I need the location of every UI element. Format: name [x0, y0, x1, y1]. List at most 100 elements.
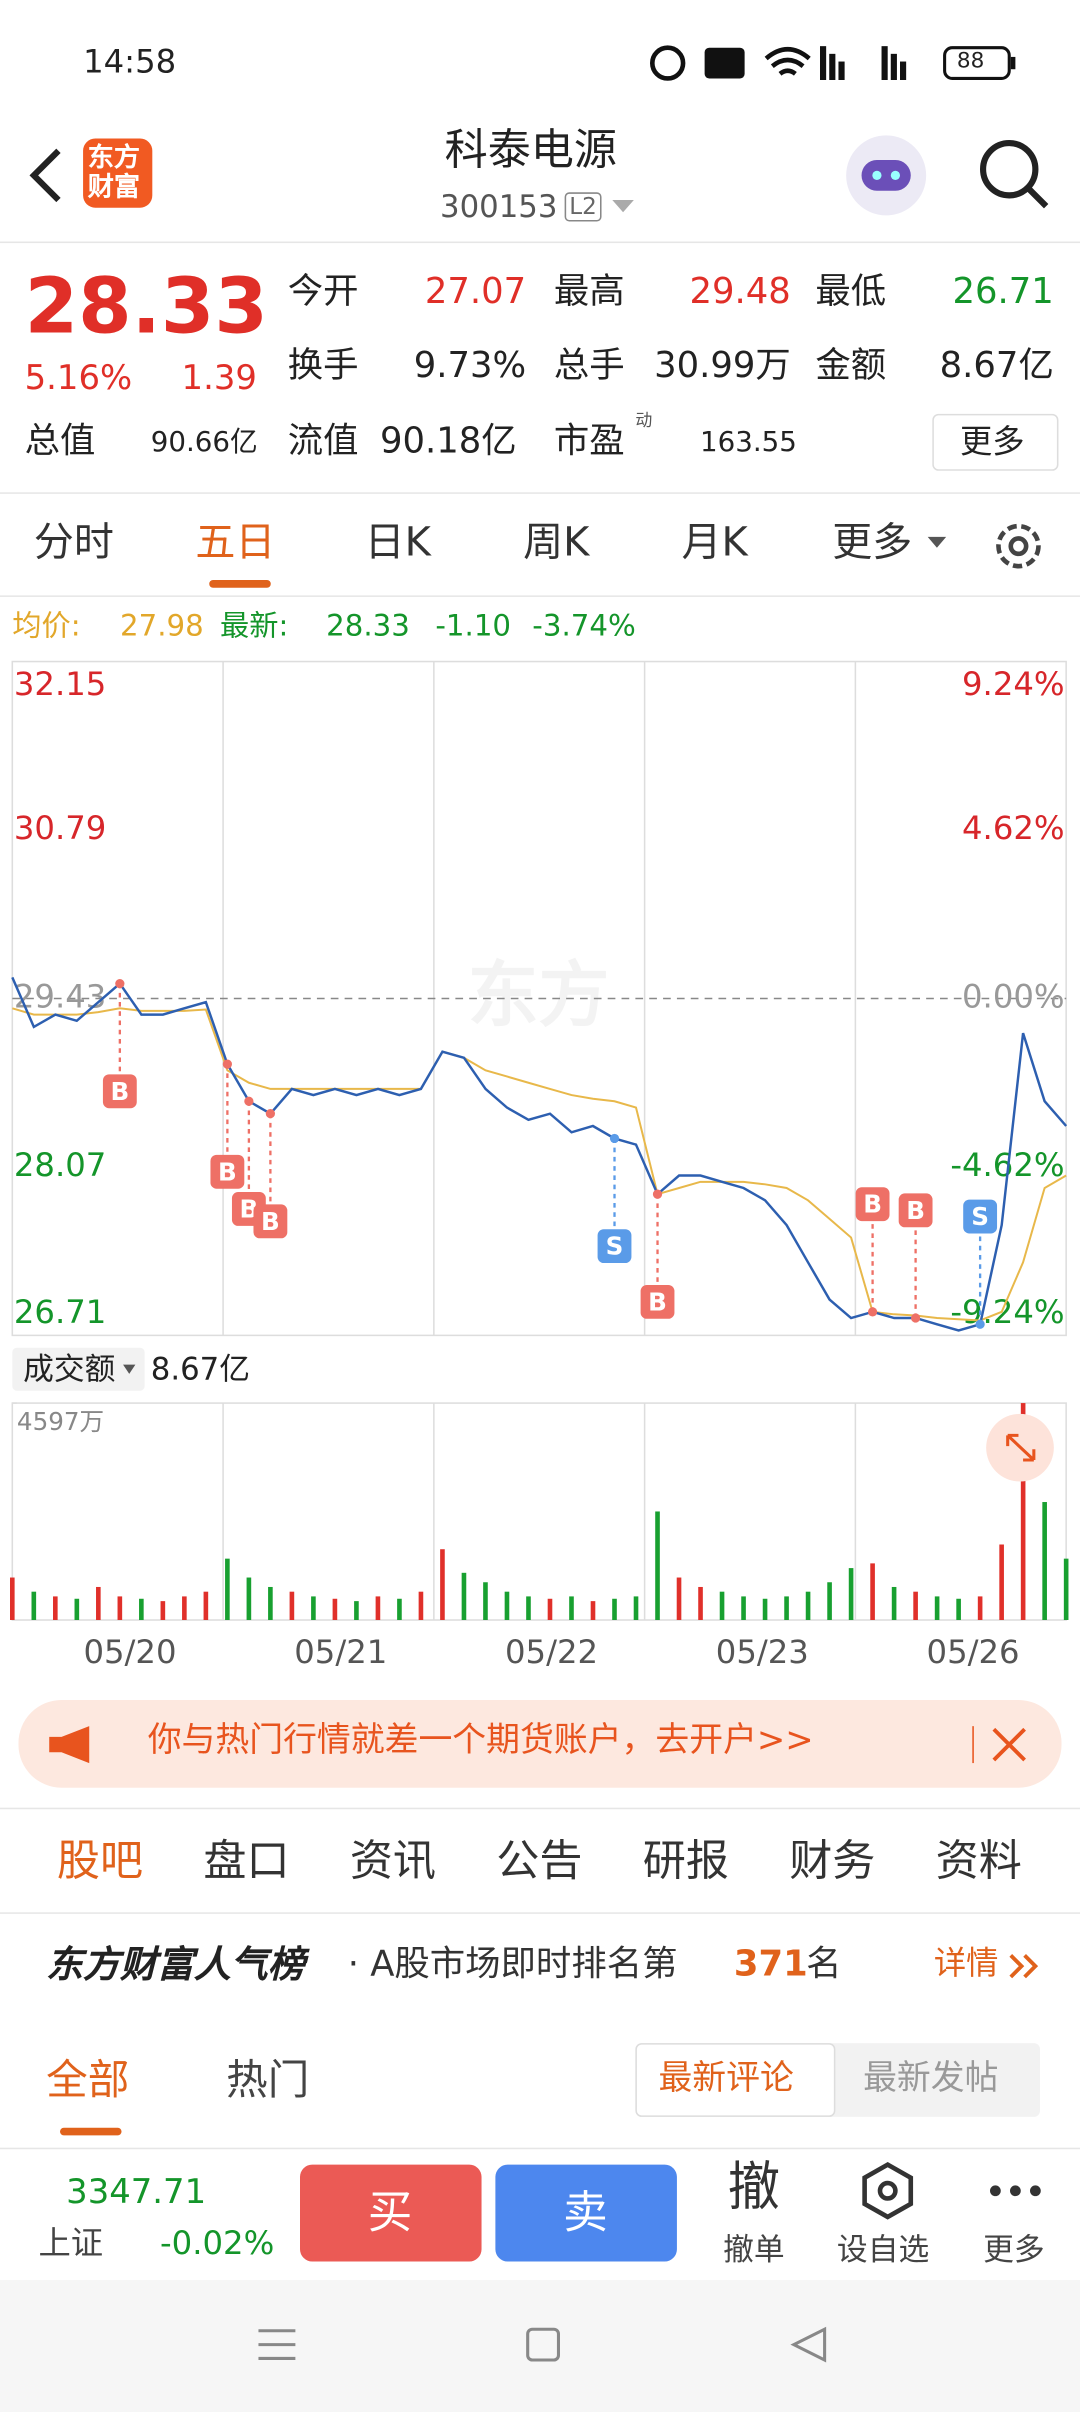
stat-value: 30.99万 [654, 346, 791, 387]
volume-bar [655, 1511, 660, 1621]
feed-tab[interactable]: 热门 [226, 2056, 310, 2105]
buy-button[interactable]: 买 [300, 2164, 482, 2262]
section-tab[interactable]: 资讯 [349, 1835, 437, 1887]
nav-buttons[interactable] [255, 2323, 840, 2369]
cancel-label[interactable]: 撤单 [723, 2230, 785, 2268]
divider [0, 241, 1080, 244]
buy-text[interactable]: 买 [367, 2186, 413, 2239]
volume-bar [719, 1591, 725, 1621]
volume-bar [117, 1596, 123, 1621]
volume-bar [268, 1586, 273, 1621]
trade-marker-point [609, 1133, 620, 1144]
change-amount: 1.39 [181, 360, 257, 399]
volume-bar [483, 1582, 488, 1621]
volume-bar [332, 1598, 338, 1621]
volume-bar [569, 1596, 574, 1621]
search-button[interactable] [975, 135, 1052, 212]
sell-button[interactable]: 卖 [495, 2164, 677, 2262]
volume-bar [1020, 1403, 1026, 1621]
trade-marker-point [652, 1189, 663, 1199]
trade-marker-point [867, 1307, 878, 1317]
volume-bar [1063, 1558, 1069, 1621]
trade-bar: 3347.71 上证 -0.02% 买 卖 撤 撤单 设自选 更多 [0, 2147, 1080, 2282]
volume-bar [139, 1598, 144, 1621]
tab-indicator [209, 580, 271, 588]
price-line [12, 1007, 1067, 1322]
trade-marker-label: B [906, 1196, 925, 1225]
back-button[interactable] [22, 145, 68, 207]
status-time: 14:58 [83, 43, 177, 81]
feed-tab[interactable]: 全部 [46, 2056, 130, 2105]
stat-label: 市盈 [553, 421, 625, 462]
chart-tab[interactable]: 分时 [33, 520, 114, 567]
volume-bar [891, 1586, 897, 1621]
y-tick-label: 28.07 [14, 1146, 106, 1184]
trade-marker-label: S [606, 1232, 624, 1261]
stat-value: 163.55 [700, 426, 797, 459]
volume-bar [225, 1558, 230, 1621]
rank-detail[interactable]: 详情 [933, 1944, 999, 1982]
expand-icon [1006, 1433, 1036, 1462]
dropdown-icon[interactable] [609, 197, 637, 215]
cancel-icon[interactable]: 撤 [727, 2156, 781, 2219]
trade-marker-label: B [863, 1190, 882, 1219]
volume-bar [848, 1568, 854, 1621]
change-percent: 5.16% [24, 360, 133, 399]
more-icon[interactable] [988, 2180, 1043, 2202]
volume-bar [999, 1544, 1004, 1621]
more-label[interactable]: 更多 [983, 2230, 1045, 2268]
section-tab[interactable]: 资料 [935, 1835, 1022, 1887]
y2-tick-label: 9.24% [962, 665, 1065, 703]
volume-bar [203, 1591, 209, 1621]
level-badge: L2 [564, 192, 602, 222]
chart-tab[interactable]: 日K [364, 520, 431, 567]
volume-bar [633, 1596, 639, 1621]
watch-icon[interactable] [857, 2160, 919, 2222]
assistant-avatar[interactable] [843, 132, 929, 218]
trade-marker-point [265, 1109, 276, 1119]
trade-marker-label: B [261, 1207, 280, 1236]
sort-tab[interactable]: 最新评论 [658, 2060, 794, 2099]
x-tick-label: 05/20 [83, 1633, 176, 1671]
stat-label: 总手 [553, 346, 625, 387]
stat-value: 27.07 [424, 272, 527, 313]
volume-label-box [12, 1347, 145, 1391]
status-icons [650, 45, 1016, 81]
sort-tab[interactable]: 最新发帖 [863, 2060, 999, 2099]
trade-marker-point [975, 1319, 985, 1329]
sell-text[interactable]: 卖 [563, 2186, 608, 2239]
volume-bar [827, 1582, 832, 1621]
trade-marker-point [244, 1096, 254, 1106]
volume-bar [934, 1596, 940, 1621]
section-tab[interactable]: 财务 [789, 1835, 876, 1887]
promo-banner[interactable]: 你与热门行情就差一个期货账户，去开户>> [18, 1700, 1062, 1788]
chart-tab[interactable]: 更多 [832, 520, 913, 567]
chart-tab[interactable]: 五日 [195, 520, 276, 567]
volume-total: 8.67亿 [151, 1351, 250, 1387]
promo-text[interactable]: 你与热门行情就差一个期货账户，去开户>> [147, 1721, 814, 1761]
chart-tab[interactable]: 周K [523, 520, 590, 567]
volume-bar [913, 1591, 918, 1621]
section-tab[interactable]: 公告 [496, 1835, 583, 1887]
close-button[interactable] [991, 1726, 1028, 1763]
logo-text: 东方 [87, 143, 141, 174]
divider [0, 595, 1080, 597]
section-tab[interactable]: 股吧 [56, 1835, 144, 1887]
divider [0, 492, 1080, 494]
stat-label: 流值 [287, 421, 359, 462]
volume-bar [741, 1596, 746, 1621]
chart-tab[interactable]: 月K [681, 520, 748, 567]
volume-bar [590, 1601, 596, 1621]
dropdown-icon[interactable] [926, 535, 948, 550]
more-button[interactable]: 更多 [932, 413, 1059, 471]
section-tab[interactable]: 盘口 [203, 1835, 290, 1887]
volume-bar [375, 1596, 381, 1621]
megaphone-icon [49, 1726, 90, 1764]
watch-label[interactable]: 设自选 [836, 2230, 930, 2268]
latest-label: 最新: [220, 609, 289, 644]
volume-bar [1042, 1502, 1047, 1621]
tab-indicator [60, 2127, 122, 2136]
settings-button[interactable] [988, 515, 1050, 577]
section-tab[interactable]: 研报 [642, 1835, 729, 1887]
